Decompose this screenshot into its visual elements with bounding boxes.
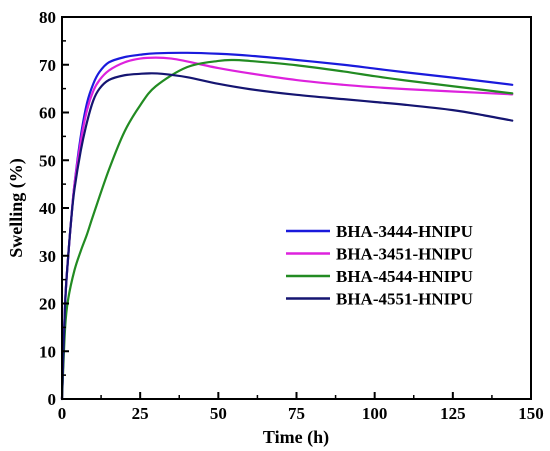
y-tick-label: 50 xyxy=(39,151,56,170)
legend-label-4: BHA-4551-HNIPU xyxy=(336,290,473,309)
y-axis-title: Swelling (%) xyxy=(6,158,27,258)
x-tick-label: 125 xyxy=(440,404,466,423)
x-tick-label: 75 xyxy=(288,404,305,423)
series-line-3 xyxy=(60,58,514,401)
x-tick-label: 50 xyxy=(210,404,227,423)
legend-label-3: BHA-4544-HNIPU xyxy=(336,267,473,286)
legend: BHA-3444-HNIPU BHA-3451-HNIPU BHA-4544-HNI… xyxy=(286,222,473,309)
x-axis-title: Time (h) xyxy=(263,427,329,448)
y-tick-label: 80 xyxy=(39,8,56,27)
series-layer xyxy=(60,51,514,401)
legend-label-2: BHA-3451-HNIPU xyxy=(336,245,473,264)
x-tick-label: 0 xyxy=(58,404,67,423)
x-tick-label: 25 xyxy=(132,404,149,423)
tick-labels: 0 25 50 75 100 125 150 0 10 20 30 40 50 60 70 80 xyxy=(39,8,544,423)
y-tick-label: 0 xyxy=(48,390,57,409)
x-tick-label: 100 xyxy=(362,404,388,423)
y-tick-label: 60 xyxy=(39,104,56,123)
series-line-4 xyxy=(60,72,514,401)
y-tick-label: 20 xyxy=(39,295,56,314)
ticks-layer xyxy=(61,16,532,400)
x-tick-label: 150 xyxy=(518,404,544,423)
y-tick-label: 70 xyxy=(39,56,56,75)
y-tick-label: 10 xyxy=(39,342,56,361)
y-tick-label: 30 xyxy=(39,247,56,266)
legend-label-1: BHA-3444-HNIPU xyxy=(336,222,473,241)
y-tick-label: 40 xyxy=(39,199,56,218)
